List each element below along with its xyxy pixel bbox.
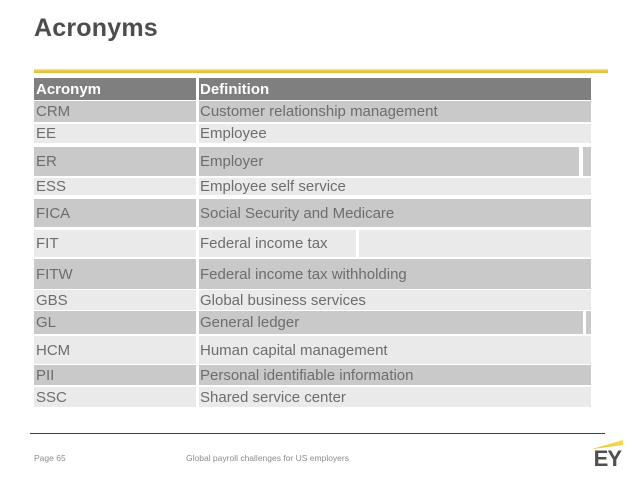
definition-cell: Personal identifiable information: [199, 365, 591, 385]
definition-cell: Human capital management: [199, 336, 591, 364]
acronym-cell: FICA: [34, 199, 196, 227]
acronym-cell: FITW: [34, 259, 196, 289]
table-row: FIT Federal income tax: [34, 230, 591, 257]
definition-cell: Customer relationship management: [199, 101, 591, 122]
acronym-cell: ESS: [34, 178, 196, 195]
table-row: FITW Federal income tax withholding: [34, 259, 591, 289]
acronym-cell: EE: [34, 124, 196, 143]
page-number: Page 65: [34, 453, 66, 463]
acronym-table-body: CRM Customer relationship management EE Emp…: [34, 101, 591, 407]
definition-cell: Global business services: [199, 290, 591, 310]
page-title: Acronyms: [34, 14, 158, 42]
table-row: GBS Global business services: [34, 290, 591, 310]
table-row: EE Employee: [34, 124, 591, 143]
definition-text: General ledger: [199, 311, 583, 334]
definition-cell: Shared service center: [199, 387, 591, 407]
table-row: CRM Customer relationship management: [34, 101, 591, 122]
definition-text: Employee: [199, 124, 591, 143]
definition-cell-fragment: [586, 311, 591, 334]
table-row: PII Personal identifiable information: [34, 365, 591, 385]
definition-cell-fragment: [583, 147, 591, 176]
acronym-table: Acronym Definition CRM Customer relations…: [34, 78, 591, 407]
definition-text: Shared service center: [199, 387, 591, 407]
deck-title: Global payroll challenges for US employe…: [186, 453, 349, 463]
table-row: ER Employer: [34, 147, 591, 176]
accent-divider: [34, 69, 608, 73]
definition-text: Social Security and Medicare: [199, 199, 591, 227]
definition-text: Personal identifiable information: [199, 365, 591, 385]
acronym-cell: GBS: [34, 290, 196, 310]
table-row: GL General ledger: [34, 311, 591, 334]
acronym-cell: SSC: [34, 387, 196, 407]
table-row: SSC Shared service center: [34, 387, 591, 407]
definition-cell: Employee: [199, 124, 591, 143]
definition-text: Employer: [199, 147, 579, 176]
ey-logo: EY: [590, 439, 624, 471]
ey-logo-text: EY: [593, 446, 622, 471]
definition-cell: Social Security and Medicare: [199, 199, 591, 227]
definition-cell: Federal income tax withholding: [199, 259, 591, 289]
definition-cell: Employer: [199, 147, 591, 176]
definition-cell: Employee self service: [199, 178, 591, 195]
acronym-cell: FIT: [34, 230, 196, 257]
acronym-cell: HCM: [34, 336, 196, 364]
definition-cell: Federal income tax: [199, 230, 591, 257]
table-row: ESS Employee self service: [34, 178, 591, 195]
acronym-cell: GL: [34, 311, 196, 334]
header-definition: Definition: [199, 78, 591, 100]
definition-text: Human capital management: [199, 336, 591, 364]
definition-text: Federal income tax: [199, 230, 356, 257]
definition-text: Customer relationship management: [199, 101, 591, 122]
acronym-cell: CRM: [34, 101, 196, 122]
definition-text: Federal income tax withholding: [199, 259, 591, 289]
acronym-cell: PII: [34, 365, 196, 385]
table-row: FICA Social Security and Medicare: [34, 199, 591, 227]
definition-text: Employee self service: [199, 178, 591, 195]
definition-text: Global business services: [199, 290, 591, 310]
acronym-cell: ER: [34, 147, 196, 176]
table-row: HCM Human capital management: [34, 336, 591, 364]
footer-divider: [30, 433, 605, 434]
definition-cell: General ledger: [199, 311, 591, 334]
header-acronym: Acronym: [34, 78, 196, 100]
table-header-row: Acronym Definition: [34, 78, 591, 100]
ey-beam-icon: [592, 440, 623, 449]
definition-cell-fragment: [359, 230, 591, 257]
